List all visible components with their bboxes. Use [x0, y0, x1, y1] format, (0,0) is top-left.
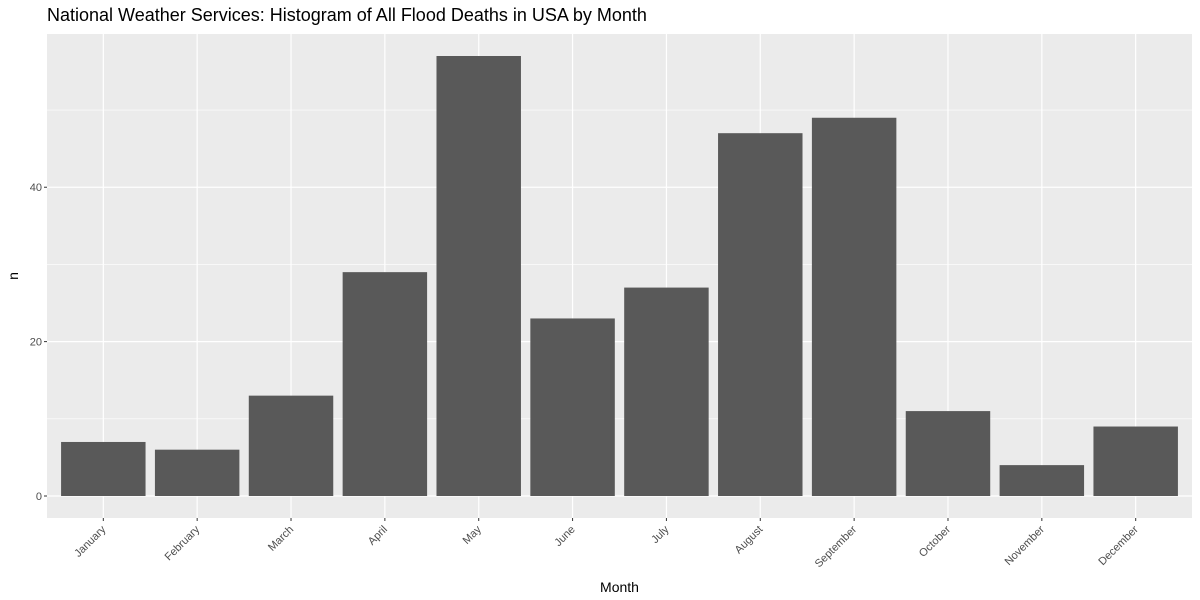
bar-october: [905, 411, 991, 496]
x-tick-label: August: [733, 524, 766, 557]
bar-january: [61, 441, 146, 496]
y-axis-title: n: [5, 272, 21, 280]
x-tick-label: January: [72, 523, 109, 560]
x-axis-title: Month: [600, 579, 639, 595]
x-tick-label: July: [649, 523, 672, 546]
x-tick-label: October: [917, 523, 953, 559]
y-tick-label: 0: [36, 491, 42, 503]
bar-july: [624, 287, 709, 496]
x-tick-label: May: [461, 523, 485, 547]
minor-gridlines: [47, 109, 1192, 420]
bar-november: [999, 465, 1085, 496]
x-tick-label: February: [163, 523, 203, 563]
x-tick-label: December: [1096, 523, 1141, 568]
x-tick-label: March: [266, 524, 296, 554]
bar-august: [718, 133, 803, 496]
plot-panel-background: [47, 34, 1192, 518]
y-axis: 0 20 40: [30, 182, 47, 503]
bars: [61, 56, 1178, 496]
bar-may: [436, 56, 521, 496]
bar-march: [248, 395, 334, 496]
y-tick-label: 40: [30, 182, 42, 194]
chart-title: National Weather Services: Histogram of …: [47, 5, 647, 25]
x-tick-label: November: [1003, 523, 1048, 568]
bar-february: [154, 449, 240, 496]
x-tick-label: June: [552, 524, 577, 549]
x-tick-label: April: [366, 524, 390, 548]
x-tick-label: September: [813, 523, 860, 570]
bar-december: [1093, 426, 1178, 496]
y-tick-label: 20: [30, 337, 42, 349]
bar-april: [342, 272, 428, 496]
x-axis: January February March April May June July Augu…: [72, 518, 1141, 570]
bar-june: [530, 318, 615, 496]
bar-september: [811, 117, 897, 496]
